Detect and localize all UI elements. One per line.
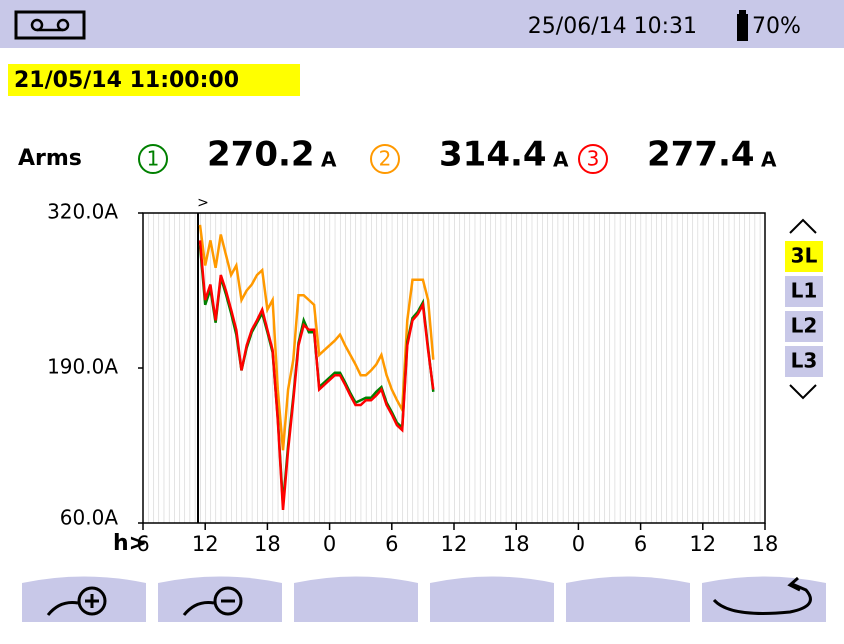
y-tick-label: 60.0A — [60, 506, 119, 530]
x-tick-label: 0 — [323, 532, 336, 556]
cursor-marker: > — [197, 195, 209, 211]
reading-unit: A — [553, 148, 569, 172]
tape-icon — [14, 10, 86, 40]
x-tick-label: 6 — [385, 532, 398, 556]
return-icon — [712, 576, 812, 615]
reading-value: 277.4 — [647, 135, 755, 175]
side-button-label: L2 — [791, 314, 818, 338]
side-button-label: 3L — [791, 244, 818, 268]
x-tick-label: 6 — [634, 532, 647, 556]
status-bar — [0, 0, 844, 48]
side-button[interactable] — [785, 346, 823, 377]
x-tick-label: 18 — [503, 532, 530, 556]
series-line — [198, 240, 435, 511]
side-button[interactable] — [785, 276, 823, 307]
reading-unit: A — [761, 148, 777, 172]
zoom-in-button[interactable] — [22, 576, 146, 623]
legend-name: 1 — [147, 147, 160, 171]
reading-value: 270.2 — [207, 135, 315, 175]
x-tick-label: 0 — [572, 532, 585, 556]
zoom-in-icon — [46, 586, 107, 616]
legend-circle — [578, 144, 608, 174]
x-tick-label: 18 — [752, 532, 779, 556]
battery-icon — [737, 10, 748, 41]
side-button-label: L1 — [791, 279, 818, 303]
battery-level: 70% — [752, 14, 801, 39]
blank-button[interactable] — [430, 576, 554, 623]
reading-unit: A — [321, 148, 337, 172]
date-time: 25/06/14 10:31 — [528, 14, 697, 39]
x-tick-label: 12 — [689, 532, 716, 556]
bottom-buttons[interactable] — [22, 576, 826, 623]
blank-button[interactable] — [294, 576, 418, 623]
legend-name: 2 — [379, 147, 392, 171]
timestamp-box — [8, 64, 300, 96]
y-tick-label: 320.0A — [47, 200, 118, 224]
side-button[interactable] — [785, 241, 823, 272]
plot-grid — [143, 213, 765, 523]
x-tick-label: 12 — [192, 532, 219, 556]
side-button-label: L3 — [791, 349, 818, 373]
x-tick-label: 6 — [136, 532, 149, 556]
y-tick-label: 190.0A — [47, 355, 118, 379]
x-axis-label: h> — [113, 531, 147, 556]
zoom-out-button[interactable] — [158, 576, 282, 623]
legend-circle — [138, 144, 168, 174]
blank-button[interactable] — [566, 576, 690, 623]
return-button[interactable] — [702, 576, 826, 623]
x-tick-label: 18 — [254, 532, 281, 556]
side-button[interactable] — [785, 311, 823, 342]
legend-circle — [370, 144, 400, 174]
x-tick-label: 12 — [441, 532, 468, 556]
reading-value: 314.4 — [439, 135, 547, 175]
legend-name: 3 — [587, 147, 600, 171]
timestamp: 21/05/14 11:00:00 — [14, 68, 239, 93]
series-line — [198, 224, 435, 451]
measure-label: Arms — [18, 146, 82, 171]
scroll-arrows — [789, 218, 817, 400]
zoom-out-icon — [182, 586, 243, 616]
